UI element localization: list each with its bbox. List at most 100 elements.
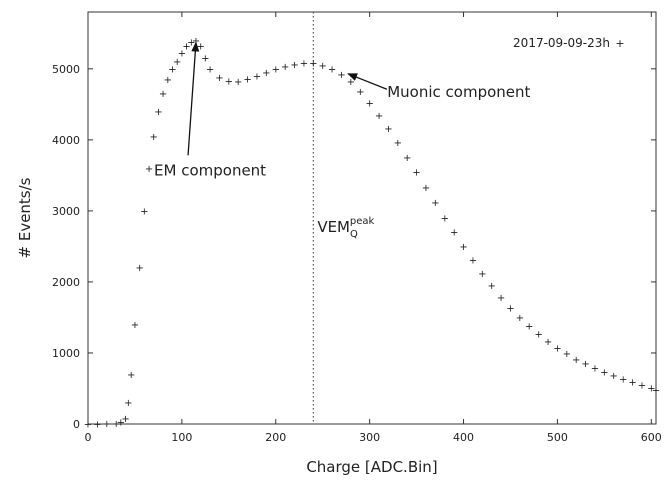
y-tick-label: 2000 bbox=[52, 276, 80, 289]
data-point: + bbox=[309, 59, 317, 70]
annotation-arrow bbox=[187, 41, 200, 156]
data-point: + bbox=[234, 77, 242, 88]
vem-label-sup: peak bbox=[350, 216, 375, 227]
data-point: + bbox=[450, 228, 458, 239]
data-point: + bbox=[243, 74, 251, 85]
axis-ticks bbox=[87, 12, 656, 425]
data-point: + bbox=[516, 313, 524, 324]
y-tick-label: 3000 bbox=[52, 205, 80, 218]
data-point: + bbox=[469, 255, 477, 266]
data-point: + bbox=[553, 343, 561, 354]
data-point: + bbox=[253, 71, 261, 82]
data-point: + bbox=[652, 385, 660, 396]
data-point: + bbox=[168, 64, 176, 75]
data-point: + bbox=[124, 398, 132, 409]
data-point: + bbox=[478, 269, 486, 280]
data-point: + bbox=[365, 98, 373, 109]
x-tick-label: 100 bbox=[171, 431, 192, 444]
data-point: + bbox=[384, 124, 392, 135]
data-point: + bbox=[178, 49, 186, 60]
annotation-label: EM component bbox=[154, 161, 266, 179]
x-tick-labels: 0 100 200 300 400 500 600 bbox=[85, 431, 662, 444]
y-tick-label: 1000 bbox=[52, 347, 80, 360]
data-point: + bbox=[262, 68, 270, 79]
data-point: + bbox=[121, 414, 129, 425]
data-point: + bbox=[488, 281, 496, 292]
data-point: + bbox=[600, 368, 608, 379]
data-point: + bbox=[206, 64, 214, 75]
data-point: + bbox=[112, 419, 120, 430]
data-point: + bbox=[347, 77, 355, 88]
data-point: + bbox=[140, 206, 148, 217]
data-point: + bbox=[497, 293, 505, 304]
data-point: + bbox=[647, 383, 655, 394]
legend-series-label: 2017-09-09-23h bbox=[513, 36, 610, 50]
data-point: + bbox=[525, 321, 533, 332]
data-point: + bbox=[375, 111, 383, 122]
data-point: + bbox=[628, 378, 636, 389]
data-point: + bbox=[159, 89, 167, 100]
data-point: + bbox=[610, 371, 618, 382]
data-point: + bbox=[290, 60, 298, 71]
data-point: + bbox=[544, 337, 552, 348]
data-point: + bbox=[192, 36, 200, 47]
data-point: + bbox=[412, 167, 420, 178]
data-point: + bbox=[215, 73, 223, 84]
x-axis-label: Charge [ADC.Bin] bbox=[306, 458, 437, 476]
x-tick-label: 500 bbox=[547, 431, 568, 444]
data-point: + bbox=[506, 304, 514, 315]
data-point: + bbox=[164, 75, 172, 86]
y-tick-label: 4000 bbox=[52, 134, 80, 147]
data-point: + bbox=[591, 363, 599, 374]
data-point: + bbox=[131, 320, 139, 331]
data-point: + bbox=[196, 42, 204, 53]
y-tick-labels: 0 1000 2000 3000 4000 5000 bbox=[52, 63, 80, 431]
vem-label-main: VEM bbox=[317, 218, 350, 236]
x-tick-label: 600 bbox=[641, 431, 662, 444]
data-point: + bbox=[187, 37, 195, 48]
vem-label-sub: Q bbox=[350, 229, 358, 240]
data-point: + bbox=[173, 57, 181, 68]
data-point: + bbox=[117, 417, 125, 428]
x-tick-label: 300 bbox=[359, 431, 380, 444]
data-point: + bbox=[638, 380, 646, 391]
annotation-arrow bbox=[347, 73, 388, 90]
y-axis-label: # Events/s bbox=[16, 177, 34, 258]
data-point: + bbox=[581, 359, 589, 370]
data-point: + bbox=[422, 183, 430, 194]
data-point: + bbox=[272, 64, 280, 75]
data-point: + bbox=[319, 61, 327, 72]
data-point: + bbox=[394, 138, 402, 149]
data-point: + bbox=[572, 355, 580, 366]
y-tick-label: 5000 bbox=[52, 63, 80, 76]
data-point: + bbox=[403, 153, 411, 164]
data-point: + bbox=[619, 375, 627, 386]
x-tick-label: 0 bbox=[85, 431, 92, 444]
data-point: + bbox=[431, 198, 439, 209]
data-point: + bbox=[103, 419, 111, 430]
data-point: + bbox=[84, 420, 92, 431]
data-point: + bbox=[337, 70, 345, 81]
data-point: + bbox=[328, 64, 336, 75]
data-point: + bbox=[154, 107, 162, 118]
data-point: + bbox=[127, 370, 135, 381]
plot-area bbox=[87, 11, 657, 425]
data-point: + bbox=[182, 42, 190, 53]
vem-peak-label: VEMQpeak bbox=[317, 216, 374, 240]
data-point: + bbox=[356, 87, 364, 98]
data-point: + bbox=[201, 54, 209, 65]
x-tick-label: 400 bbox=[453, 431, 474, 444]
data-point: + bbox=[150, 132, 158, 143]
x-tick-label: 200 bbox=[265, 431, 286, 444]
data-point: + bbox=[441, 214, 449, 225]
data-points-series-1: + + + +++++++++++++++++++++++ + + + + + + + + + + + +++… bbox=[84, 36, 660, 431]
data-point: + bbox=[534, 329, 542, 340]
data-point: + bbox=[225, 76, 233, 87]
annotation-label: Muonic component bbox=[387, 83, 530, 101]
legend: 2017-09-09-23h + bbox=[513, 36, 625, 50]
legend-series-marker: + bbox=[615, 37, 624, 50]
annotations: EM component Muonic component bbox=[154, 41, 531, 179]
data-point: + bbox=[145, 164, 153, 175]
data-point: + bbox=[563, 349, 571, 360]
